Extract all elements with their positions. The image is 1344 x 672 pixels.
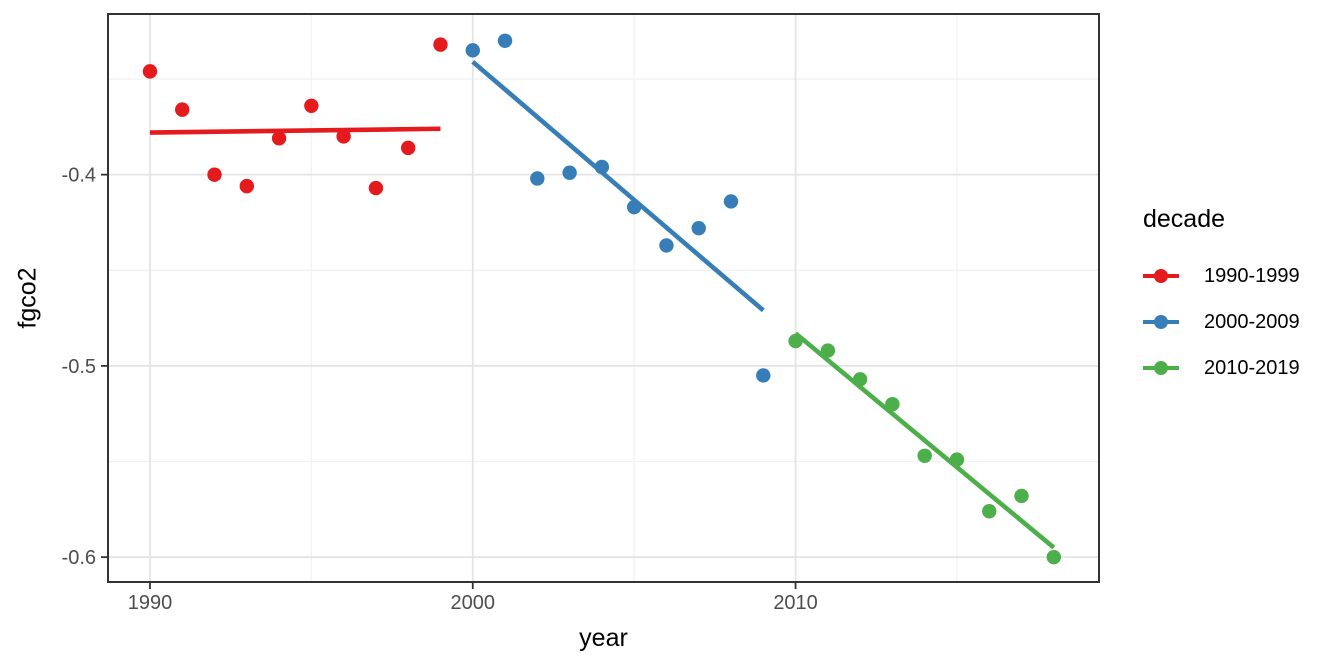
legend-title: decade — [1143, 205, 1226, 233]
trend-line — [794, 331, 1056, 550]
data-point — [1046, 549, 1062, 565]
y-tick-label: -0.5 — [62, 356, 96, 378]
data-point — [207, 167, 222, 182]
data-point — [530, 171, 545, 186]
trend-line — [471, 60, 765, 313]
data-point — [691, 220, 706, 236]
data-point — [304, 98, 319, 113]
legend-dot-icon — [1154, 361, 1168, 375]
legend-entry-1990-1999: 1990-1999 — [1143, 253, 1300, 299]
data-point — [659, 238, 674, 253]
data-point — [401, 140, 416, 156]
data-point — [142, 64, 158, 79]
data-point — [982, 504, 997, 519]
data-point — [723, 194, 739, 209]
data-point — [562, 165, 577, 180]
legend-entry-label: 2010-2019 — [1204, 356, 1300, 379]
data-point — [175, 102, 190, 117]
data-point — [368, 180, 384, 196]
trend-line — [149, 126, 441, 135]
data-point — [497, 33, 513, 48]
data-point — [756, 368, 771, 383]
data-point — [1014, 488, 1029, 504]
legend-dot-icon — [1154, 315, 1168, 329]
data-point — [917, 448, 932, 463]
plot-panel — [108, 14, 1099, 582]
x-tick-label: 2000 — [451, 592, 496, 614]
legend-entry-label: 2000-2009 — [1204, 310, 1300, 333]
y-tick-label: -0.6 — [62, 547, 96, 569]
x-tick-label: 2010 — [773, 592, 818, 614]
legend-dot-icon — [1154, 269, 1168, 283]
legend-entry-2010-2019: 2010-2019 — [1143, 345, 1300, 391]
data-point — [239, 178, 255, 194]
legend-key-line-dot-icon — [1143, 269, 1179, 283]
legend-entry-2000-2009: 2000-2009 — [1143, 299, 1300, 345]
panel-border — [107, 13, 1100, 583]
data-point — [433, 37, 448, 52]
legend-entry-label: 1990-1999 — [1204, 264, 1300, 287]
x-axis-title: year — [579, 624, 628, 652]
y-tick-label: -0.4 — [62, 165, 96, 187]
data-point — [271, 131, 287, 146]
y-axis-title: fgco2 — [13, 267, 42, 329]
data-point — [465, 43, 480, 58]
legend-key-line-dot-icon — [1143, 315, 1179, 329]
legend-key-line-dot-icon — [1143, 361, 1179, 375]
x-tick-label: 1990 — [128, 592, 173, 614]
data-point — [336, 129, 351, 144]
legend: decade 1990-1999 2000-2009 2010-2019 — [1143, 205, 1300, 391]
